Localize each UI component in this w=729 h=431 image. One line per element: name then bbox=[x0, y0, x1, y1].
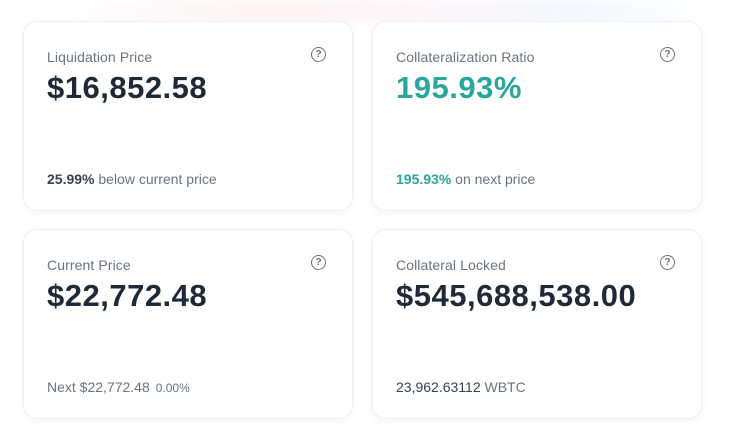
card-label: Current Price bbox=[47, 257, 131, 273]
help-circle-icon[interactable]: ? bbox=[660, 47, 675, 62]
collateralization-ratio-value: 195.93% bbox=[396, 70, 522, 105]
help-circle-icon[interactable]: ? bbox=[311, 255, 326, 270]
next-price-text: Next $22,772.48 bbox=[47, 379, 150, 395]
price-change: 0.00% bbox=[155, 381, 190, 395]
help-circle-icon[interactable]: ? bbox=[311, 47, 326, 62]
liquidation-price-value: $16,852.58 bbox=[47, 70, 208, 105]
footer-text: on next price bbox=[451, 171, 536, 187]
card-label: Liquidation Price bbox=[47, 49, 153, 65]
collateralization-ratio-card: Collateralization Ratio ? 195.93% 195.93… bbox=[372, 21, 702, 211]
collateral-locked-card: Collateral Locked ? $545,688,538.00 23,9… bbox=[372, 229, 702, 419]
liquidation-price-card: Liquidation Price ? $16,852.58 25.99% be… bbox=[23, 21, 353, 211]
card-label: Collateralization Ratio bbox=[396, 49, 535, 65]
decorative-top-glow bbox=[30, 0, 720, 22]
current-price-card: Current Price ? $22,772.48 Next $22,772.… bbox=[23, 229, 353, 419]
collateral-locked-value: $545,688,538.00 bbox=[396, 278, 637, 313]
card-footer: 23,962.63112 WBTC bbox=[396, 379, 526, 395]
help-circle-icon[interactable]: ? bbox=[660, 255, 675, 270]
card-footer: 25.99% below current price bbox=[47, 171, 217, 187]
collateral-amount: 23,962.63112 bbox=[396, 379, 481, 395]
footer-percent: 195.93% bbox=[396, 171, 452, 187]
footer-percent: 25.99% bbox=[47, 171, 95, 187]
collateral-unit: WBTC bbox=[480, 379, 526, 395]
card-label: Collateral Locked bbox=[396, 257, 506, 273]
footer-text: below current price bbox=[94, 171, 217, 187]
current-price-value: $22,772.48 bbox=[47, 278, 208, 313]
card-footer: Next $22,772.48 0.00% bbox=[47, 379, 190, 395]
card-footer: 195.93% on next price bbox=[396, 171, 535, 187]
